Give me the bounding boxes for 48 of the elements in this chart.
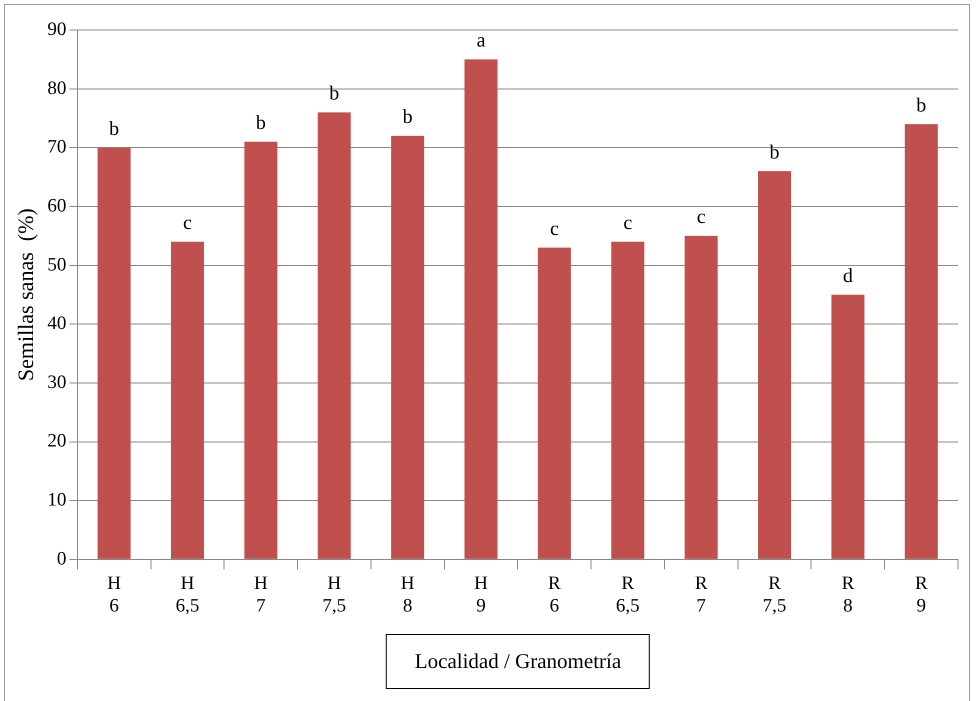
annotation: b	[916, 94, 926, 116]
x-tick-label: H 9	[474, 572, 488, 617]
bar	[831, 294, 864, 559]
bar	[464, 59, 498, 559]
y-tick-label: 60	[47, 195, 66, 216]
x-tick-label: R 7	[694, 572, 708, 617]
bar	[758, 171, 792, 559]
y-tick-label: 30	[47, 372, 66, 393]
bar	[684, 236, 718, 559]
x-tick-label: R 7,5	[762, 572, 786, 617]
x-tick-label: R 9	[914, 572, 928, 617]
annotation: d	[842, 264, 853, 287]
annotation: c	[550, 218, 559, 240]
annotation: c	[696, 206, 706, 228]
x-tick-label: R 6	[548, 572, 562, 617]
bar	[611, 242, 644, 559]
x-tick-label: H 6,5	[176, 572, 200, 617]
annotation: b	[402, 106, 413, 128]
bar	[244, 142, 278, 559]
y-tick-label: 70	[47, 136, 66, 158]
x-tick-label: R 6,5	[616, 572, 640, 617]
annotation: b	[256, 112, 266, 134]
y-tick-label: 10	[47, 490, 66, 511]
y-tick-label: 0	[56, 548, 66, 570]
x-tick-label: R 8	[842, 572, 855, 617]
y-tick-label: 80	[47, 78, 66, 99]
annotation: c	[183, 212, 192, 234]
bar	[170, 242, 204, 559]
annotation: a	[476, 30, 486, 52]
bar	[904, 124, 938, 559]
x-tick-label: H 8	[400, 572, 415, 617]
annotation: c	[623, 212, 632, 234]
x-tick-label: H 6	[107, 572, 122, 617]
y-tick-label: 50	[47, 254, 66, 276]
bar	[98, 148, 131, 559]
bar	[318, 112, 351, 559]
x-tick-label: H 7,5	[322, 572, 346, 617]
annotation: b	[770, 141, 780, 164]
x-axis-title: Localidad / Granometría	[386, 634, 650, 689]
y-tick-label: 40	[47, 313, 66, 334]
bar	[538, 248, 571, 559]
x-tick-label: H 7	[254, 572, 268, 617]
annotation: b	[109, 118, 120, 140]
bar	[391, 136, 424, 559]
y-tick-label: 20	[47, 430, 66, 452]
y-axis-title: Semillas sanas (%)	[12, 208, 38, 382]
y-tick-label: 90	[47, 18, 66, 40]
annotation: b	[329, 82, 340, 105]
